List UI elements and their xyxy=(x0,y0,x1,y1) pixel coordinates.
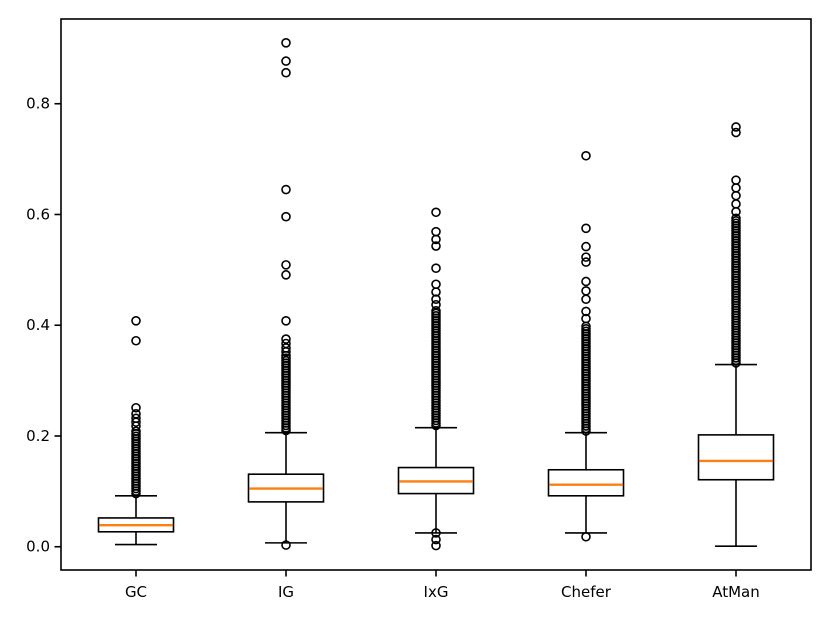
outlier-circle-ig xyxy=(281,270,291,280)
outlier-circle-ig xyxy=(281,338,291,349)
outlier-circle-chefer xyxy=(581,531,591,542)
outlier-circle-ig xyxy=(281,184,291,195)
outlier-circle-ig xyxy=(281,38,291,48)
outlier-circle-gc xyxy=(131,316,141,326)
x-tick-label-atman: AtMan xyxy=(712,583,760,601)
outlier-circle-ig xyxy=(281,540,291,550)
outlier-circle-atman xyxy=(731,122,741,132)
outlier-circle-chefer xyxy=(581,257,591,267)
outlier-circle-ixg xyxy=(431,226,441,237)
outlier-circle-ixg xyxy=(431,306,441,316)
outlier-circle-atman xyxy=(731,127,741,138)
outlier-circle-chefer xyxy=(581,313,591,324)
outlier-circle-ig xyxy=(281,316,291,326)
y-tick-label-0.6: 0.6 xyxy=(26,205,50,223)
outlier-circle-gc xyxy=(131,335,141,346)
outlier-circle-gc xyxy=(131,413,141,424)
outlier-circle-ig xyxy=(281,67,291,78)
y-tick-label-0.2: 0.2 xyxy=(26,427,50,445)
outlier-circle-gc xyxy=(131,426,141,437)
y-tick-label-0.8: 0.8 xyxy=(26,95,50,113)
outlier-circle-ig xyxy=(281,334,291,344)
outlier-circle-ixg xyxy=(431,241,441,251)
outlier-circle-ig xyxy=(281,211,291,222)
outlier-circle-chefer xyxy=(581,252,591,262)
x-tick-label-ixg: IxG xyxy=(424,583,449,601)
outlier-circle-chefer xyxy=(581,286,591,296)
y-tick-label-0.4: 0.4 xyxy=(26,316,50,334)
x-tick-label-chefer: Chefer xyxy=(561,583,612,601)
box-atman xyxy=(697,434,775,481)
outlier-circle-ixg xyxy=(431,263,441,273)
outlier-circle-ixg xyxy=(431,207,441,218)
outlier-circle-ixg xyxy=(431,540,441,551)
outlier-circle-atman xyxy=(731,213,741,224)
outlier-circle-atman xyxy=(731,175,741,185)
outlier-circle-ixg xyxy=(431,534,441,545)
outlier-circle-ig xyxy=(281,343,291,353)
outlier-circle-chefer xyxy=(581,223,591,234)
outlier-circle-gc xyxy=(131,402,141,413)
outlier-circle-ig xyxy=(281,260,291,270)
x-tick-label-gc: GC xyxy=(125,583,147,601)
y-tick-label-0.0: 0.0 xyxy=(26,538,50,556)
outlier-circle-chefer xyxy=(581,150,591,161)
outlier-circle-chefer xyxy=(581,241,591,252)
outlier-circle-gc xyxy=(131,409,141,419)
outlier-circle-chefer xyxy=(581,276,591,287)
outlier-circle-ixg xyxy=(431,299,441,310)
outlier-circle-ixg xyxy=(431,528,441,538)
outlier-circle-ixg xyxy=(431,294,441,305)
outlier-circle-chefer xyxy=(581,306,591,317)
x-tick-label-ig: IG xyxy=(278,583,294,601)
outlier-circle-ig xyxy=(281,56,291,66)
outlier-circle-ixg xyxy=(431,279,441,290)
box-chefer xyxy=(547,468,625,497)
